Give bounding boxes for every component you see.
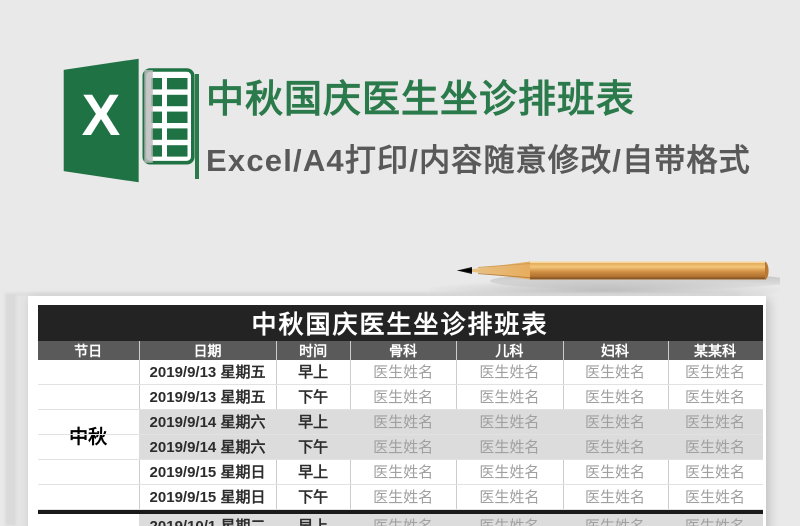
svg-text:X: X <box>82 83 121 148</box>
